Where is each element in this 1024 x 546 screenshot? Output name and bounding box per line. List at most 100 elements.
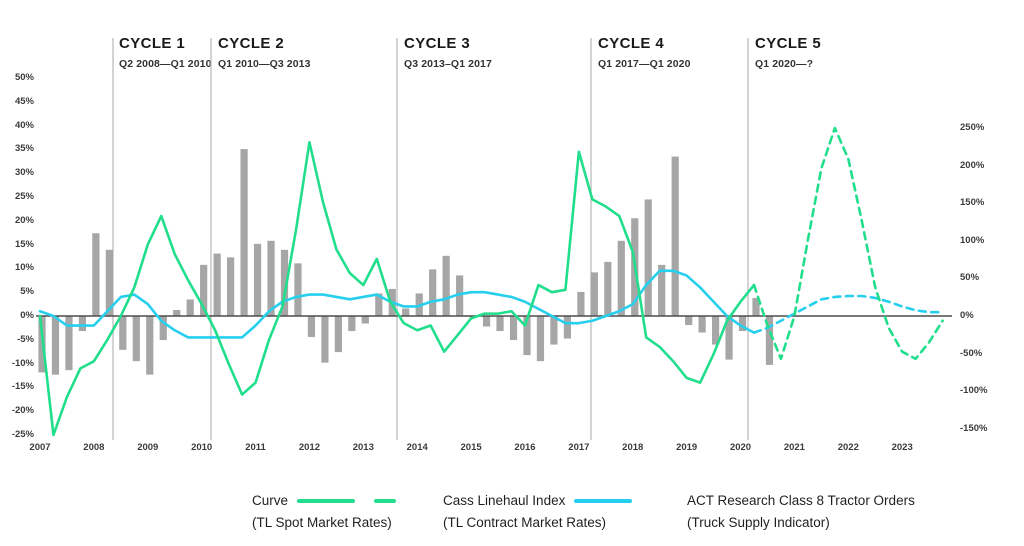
right-axis-tick: -50% bbox=[960, 347, 983, 359]
tractor-order-bar bbox=[51, 316, 60, 375]
x-axis-tick: 2007 bbox=[29, 442, 51, 453]
left-axis-tick: 50% bbox=[14, 72, 34, 83]
cycle-header-2: CYCLE 2 Q1 2010—Q3 2013 bbox=[218, 35, 311, 71]
tractor-order-bar bbox=[402, 308, 410, 316]
cycle-range: Q1 2010—Q3 2013 bbox=[218, 58, 311, 70]
left-axis-tick: -10% bbox=[11, 357, 34, 369]
tractor-order-bar bbox=[456, 275, 464, 316]
legend-row: Cass Linehaul Index bbox=[443, 492, 633, 510]
tractor-order-bar bbox=[173, 309, 181, 316]
tractor-order-bar bbox=[577, 291, 585, 316]
tractor-order-bar bbox=[200, 264, 208, 316]
legend-sublabel: (TL Spot Market Rates) bbox=[252, 515, 392, 530]
tractor-order-bar bbox=[550, 316, 558, 345]
tractor-order-bar bbox=[765, 316, 774, 365]
tractor-order-bar bbox=[523, 316, 531, 356]
x-axis-tick: 2020 bbox=[729, 442, 752, 453]
cycle-range: Q3 2013–Q1 2017 bbox=[404, 58, 492, 70]
tractor-order-bar bbox=[442, 255, 450, 316]
tractor-order-bar bbox=[307, 316, 316, 338]
tractor-order-bar bbox=[429, 269, 437, 316]
tractor-order-bar bbox=[711, 316, 720, 345]
legend-item-3[interactable]: ACT Research Class 8 Tractor Orders (Truc… bbox=[687, 492, 915, 532]
tractor-order-bar bbox=[348, 316, 356, 332]
tractor-order-bar bbox=[65, 316, 73, 371]
right-axis-tick: 50% bbox=[960, 272, 980, 284]
tractor-order-bar bbox=[590, 272, 598, 316]
legend-sublabel: (TL Contract Market Rates) bbox=[443, 515, 607, 530]
right-axis-tick: 0% bbox=[960, 310, 974, 321]
tractor-order-bar bbox=[146, 316, 154, 375]
left-axis-tick: 0% bbox=[20, 310, 34, 321]
x-axis-tick: 2017 bbox=[568, 442, 590, 453]
cycle-title: CYCLE 2 bbox=[218, 35, 285, 52]
tractor-order-bar bbox=[644, 199, 652, 316]
cycle-range: Q1 2020—? bbox=[755, 58, 814, 70]
cycle-title: CYCLE 1 bbox=[119, 35, 186, 52]
right-axis-tick: 200% bbox=[960, 159, 985, 171]
left-axis-tick: -25% bbox=[11, 429, 34, 440]
left-axis-tick: 25% bbox=[14, 191, 34, 202]
right-axis-tick: -100% bbox=[960, 385, 988, 397]
left-axis-tick: 35% bbox=[14, 143, 34, 155]
cycle-title: CYCLE 5 bbox=[755, 35, 822, 52]
left-axis-tick: 20% bbox=[14, 214, 34, 226]
tractor-order-bar bbox=[617, 240, 625, 316]
cass-linehaul-index-tl-contract-market-rates-path bbox=[38, 269, 756, 339]
cycle-header-4: CYCLE 4 Q1 2017—Q1 2020 bbox=[598, 35, 691, 71]
curve-tl-spot-market-rates-forecast-path bbox=[752, 126, 944, 361]
legend-line-solid-icon bbox=[574, 499, 633, 503]
left-axis-tick: 30% bbox=[14, 167, 34, 179]
legend-label: Cass Linehaul Index bbox=[443, 493, 566, 508]
tractor-order-bar bbox=[685, 316, 693, 326]
x-axis-tick: 2014 bbox=[406, 442, 428, 453]
cycle-title: CYCLE 4 bbox=[598, 35, 665, 52]
tractor-order-bar bbox=[119, 316, 127, 350]
cycle-header-5: CYCLE 5 Q1 2020—? bbox=[755, 35, 822, 71]
left-axis-tick: -15% bbox=[11, 381, 34, 393]
tractor-order-bar bbox=[509, 316, 518, 341]
x-axis-tick: 2018 bbox=[622, 442, 644, 453]
right-axis-tick: 250% bbox=[960, 122, 985, 133]
tractor-order-bar bbox=[482, 316, 491, 327]
legend-item-1[interactable]: Curve (TL Spot Market Rates) bbox=[252, 492, 397, 532]
tractor-order-bar bbox=[361, 316, 369, 324]
tractor-order-bar bbox=[536, 316, 545, 362]
tractor-order-bar bbox=[375, 293, 383, 316]
legend-label: ACT Research Class 8 Tractor Orders bbox=[687, 493, 915, 508]
legend-line-dashed-icon bbox=[374, 499, 397, 503]
legend-label: Curve bbox=[252, 493, 289, 508]
cass-linehaul-index-forecast-path bbox=[752, 294, 944, 334]
right-axis-tick: 100% bbox=[960, 234, 985, 246]
tractor-order-bar bbox=[92, 233, 100, 316]
cycle-range: Q2 2008—Q1 2010 bbox=[119, 58, 212, 70]
cycle-header-1: CYCLE 1 Q2 2008—Q1 2010 bbox=[119, 35, 212, 71]
legend-row: ACT Research Class 8 Tractor Orders bbox=[687, 492, 915, 510]
tractor-order-bar bbox=[267, 240, 275, 316]
tractor-order-bar bbox=[738, 316, 747, 332]
left-axis-tick: -5% bbox=[17, 333, 34, 345]
tractor-order-bar bbox=[240, 149, 248, 316]
x-axis-tick: 2019 bbox=[676, 442, 698, 453]
cycle-header-3: CYCLE 3 Q3 2013–Q1 2017 bbox=[404, 35, 492, 71]
x-axis-tick: 2023 bbox=[891, 442, 913, 453]
cycle-divider-lines bbox=[112, 38, 749, 440]
tractor-order-bar bbox=[321, 316, 329, 363]
x-axis-tick: 2021 bbox=[783, 442, 805, 453]
tractor-order-bar bbox=[253, 243, 262, 316]
x-axis-tick: 2009 bbox=[137, 442, 159, 453]
left-axis-tick: 40% bbox=[14, 119, 34, 131]
tractor-order-bar bbox=[186, 299, 194, 316]
legend-item-2[interactable]: Cass Linehaul Index (TL Contract Market R… bbox=[443, 492, 633, 532]
legend-row: Curve bbox=[252, 492, 397, 510]
tractor-order-bar bbox=[294, 263, 302, 316]
tractor-order-bar bbox=[227, 257, 235, 316]
cycle-range: Q1 2017—Q1 2020 bbox=[598, 58, 691, 70]
tractor-order-bar bbox=[752, 297, 760, 316]
tractor-order-bar bbox=[132, 316, 140, 362]
x-axis-tick: 2011 bbox=[245, 442, 266, 453]
tractor-order-bar bbox=[563, 316, 571, 339]
cycle-title: CYCLE 3 bbox=[404, 35, 471, 52]
